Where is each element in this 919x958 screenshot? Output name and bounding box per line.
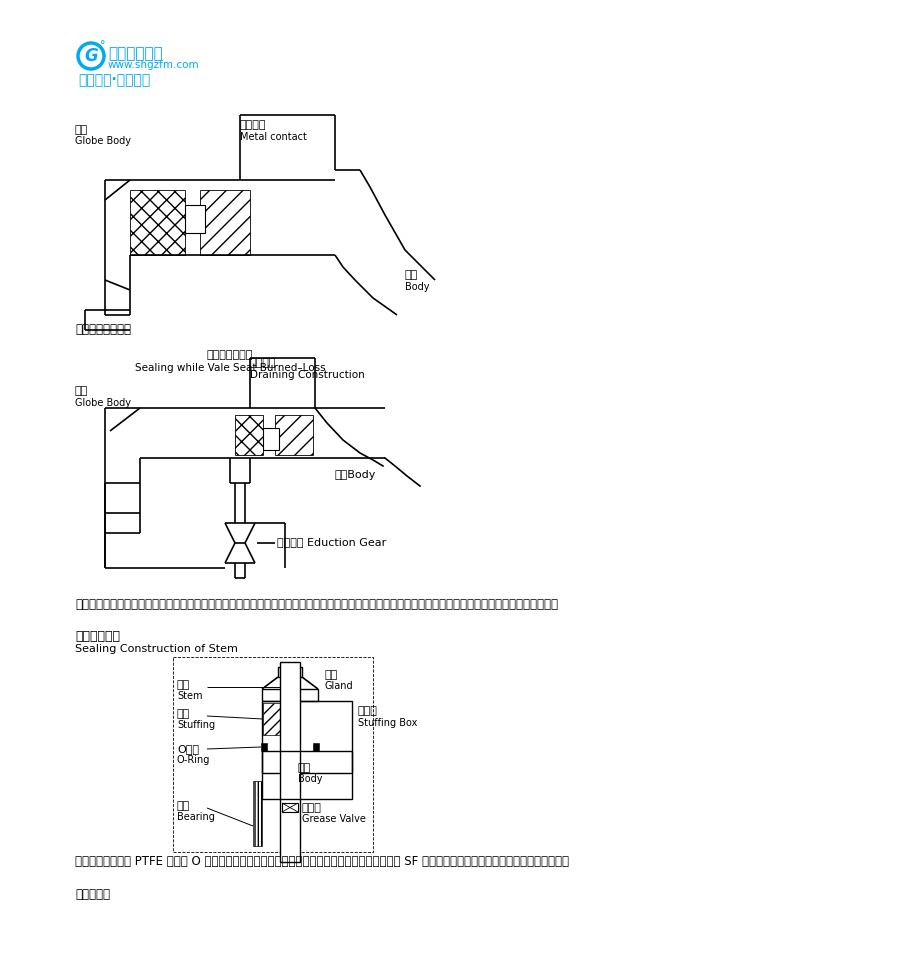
Bar <box>262 689 318 701</box>
Bar <box>279 662 300 862</box>
Text: Stuffing: Stuffing <box>176 720 215 730</box>
Text: 压盖: 压盖 <box>324 670 338 680</box>
Text: Grease Valve: Grease Valve <box>301 814 366 824</box>
Bar <box>278 667 301 677</box>
Text: 填料: 填料 <box>176 709 190 719</box>
Bar <box>173 657 372 852</box>
Text: G: G <box>85 47 97 65</box>
Text: 球体: 球体 <box>75 125 88 135</box>
Text: °: ° <box>100 40 106 50</box>
Text: 阀体: 阀体 <box>404 270 418 280</box>
Text: www.shgzfm.com: www.shgzfm.com <box>108 60 199 70</box>
Text: Draining Construction: Draining Construction <box>250 370 364 380</box>
Bar <box>263 703 279 735</box>
Bar <box>130 190 185 255</box>
Text: 金属接触: 金属接触 <box>240 120 267 130</box>
Text: Metal contact: Metal contact <box>240 132 307 142</box>
Bar <box>185 205 205 233</box>
Text: Stuffing Box: Stuffing Box <box>357 718 417 728</box>
Text: 阀体: 阀体 <box>298 763 311 773</box>
Text: Bearing: Bearing <box>176 812 215 822</box>
Text: Sealing while Vale Seat Burned–Loss: Sealing while Vale Seat Burned–Loss <box>134 363 325 373</box>
Bar <box>282 803 298 812</box>
Text: 拧开排除装置可检查阀座是否发生泄漏，也可排放中腔滞留物减少介质对阀单方面上的污染。在工作状态下，阀门处于全开或全关时，可更换阀杆部填料函。: 拧开排除装置可检查阀座是否发生泄漏，也可排放中腔滞留物减少介质对阀单方面上的污染… <box>75 598 558 611</box>
Bar <box>263 428 278 450</box>
Text: 阀杆: 阀杆 <box>176 680 190 690</box>
Text: 球体: 球体 <box>75 386 88 396</box>
Text: 阀座烧损时密封。: 阀座烧损时密封。 <box>75 323 130 336</box>
Text: Body: Body <box>298 774 323 784</box>
Text: 工洲阀门·台湾品质: 工洲阀门·台湾品质 <box>78 73 150 87</box>
Bar <box>312 743 319 751</box>
Text: 阀体Body: 阀体Body <box>335 470 376 480</box>
Text: 好阀门工洲造: 好阀门工洲造 <box>108 46 163 61</box>
Text: Globe Body: Globe Body <box>75 398 130 408</box>
Text: 阀座烧损时密封: 阀座烧损时密封 <box>207 350 253 360</box>
Text: 排渣装置 Eduction Gear: 排渣装置 Eduction Gear <box>277 537 386 547</box>
Text: 轴承: 轴承 <box>176 801 190 811</box>
Text: Body: Body <box>404 282 429 292</box>
Text: O型圈: O型圈 <box>176 744 199 754</box>
Text: Globe Body: Globe Body <box>75 136 130 146</box>
Text: 阀杆密封结构: 阀杆密封结构 <box>75 630 119 643</box>
Text: 订货须知：: 订货须知： <box>75 888 110 901</box>
Bar <box>262 751 352 799</box>
Bar <box>262 701 352 773</box>
Bar <box>199 190 250 255</box>
Text: Gland: Gland <box>324 681 353 691</box>
Text: O-Ring: O-Ring <box>176 755 210 765</box>
Text: Stem: Stem <box>176 691 202 701</box>
Bar <box>261 743 267 751</box>
Bar <box>234 415 263 455</box>
Text: 注脂阀: 注脂阀 <box>301 803 322 813</box>
Bar <box>253 781 262 846</box>
Text: 填料函: 填料函 <box>357 706 378 716</box>
Text: Sealing Construction of Stem: Sealing Construction of Stem <box>75 644 238 654</box>
Text: 阀杆部位密封采用 PTFE 填料和 O 形圈双重密封，特别适用于气体介质。阀杆运动部位采用优质的 SF 自润滑轴承，使磨擦系数更小，减低操作力矩。: 阀杆部位密封采用 PTFE 填料和 O 形圈双重密封，特别适用于气体介质。阀杆运… <box>75 855 568 868</box>
Text: 排渣结构: 排渣结构 <box>250 358 277 368</box>
Bar <box>275 415 312 455</box>
